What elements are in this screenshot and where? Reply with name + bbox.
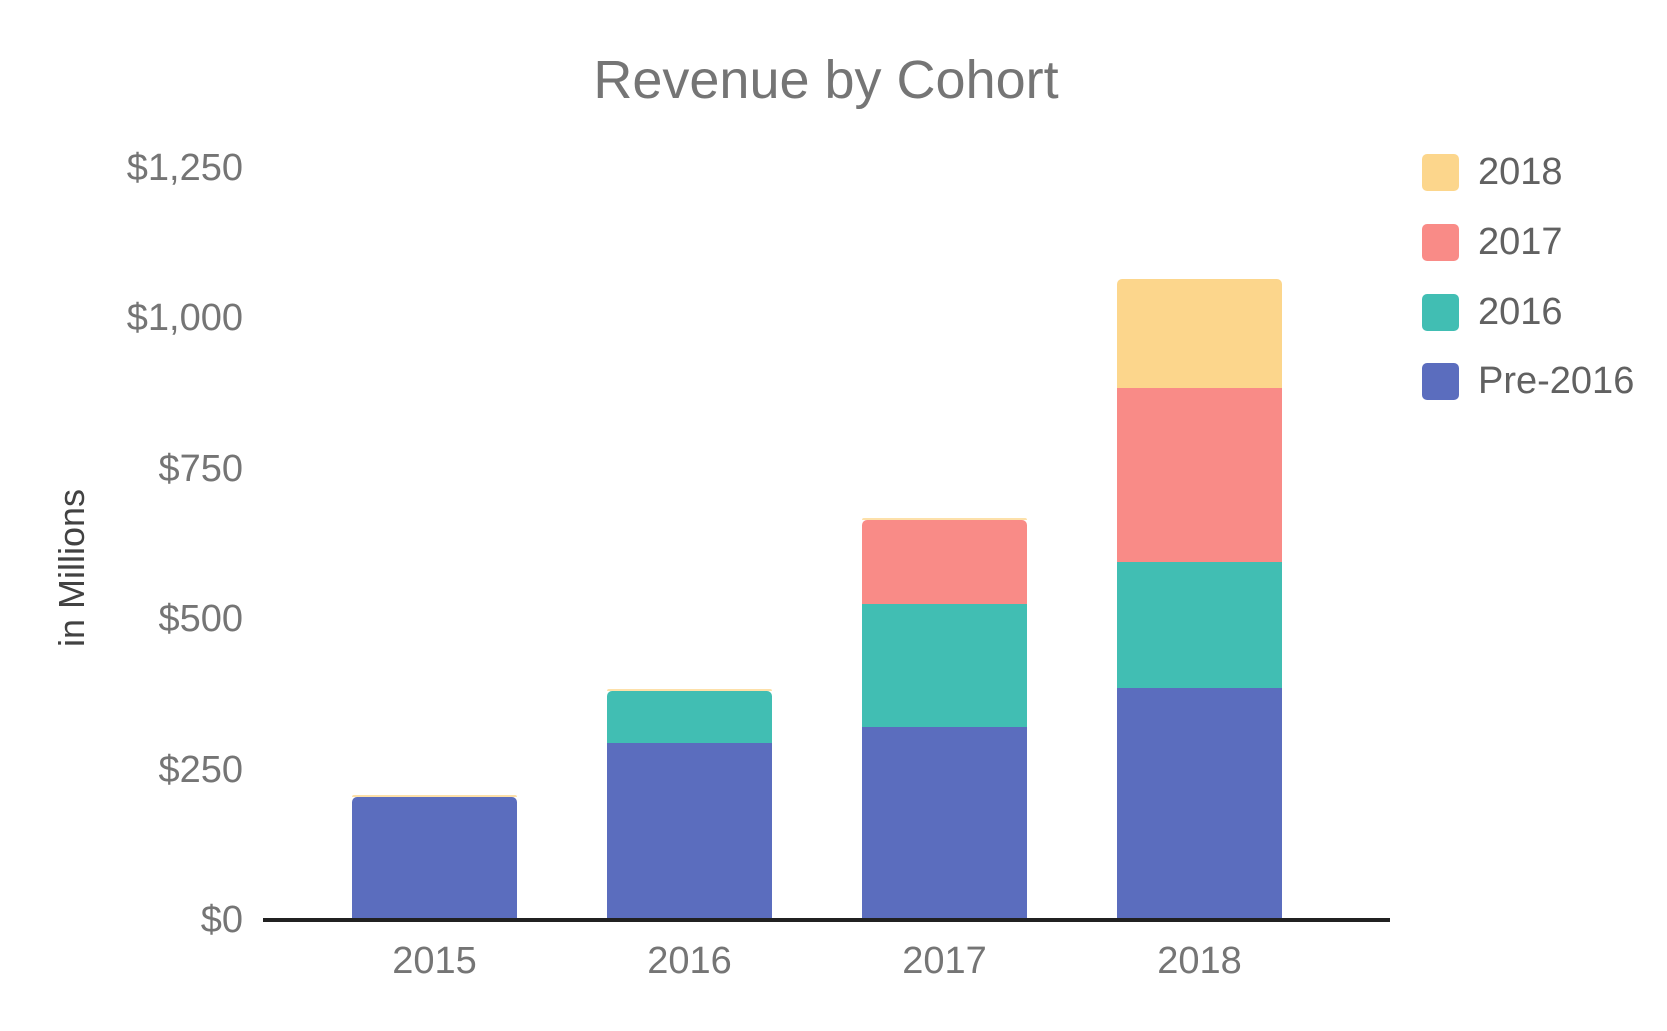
legend-item-pre-2016: Pre-2016 — [1422, 362, 1634, 400]
bar-segment-2017-2017[interactable] — [862, 519, 1027, 605]
y-tick-label-0: $0 — [200, 899, 243, 941]
y-tick-label-1250: $1,250 — [126, 147, 243, 189]
y-tick-label-750: $750 — [158, 447, 243, 490]
y-tick-label-250: $250 — [158, 748, 243, 791]
bar-segment-2018-2016[interactable] — [1117, 562, 1282, 689]
legend-item-2018: 2018 — [1422, 153, 1563, 191]
legend-swatch-2018 — [1422, 153, 1459, 191]
legend-label-2016: 2016 — [1478, 291, 1563, 333]
legend-label-2017: 2017 — [1478, 221, 1563, 263]
bar-segment-2018-pre-2016[interactable] — [1117, 688, 1282, 920]
x-tick-label-2015: 2015 — [392, 940, 477, 982]
legend-swatch-2017 — [1422, 223, 1459, 261]
bar-zero-cohort-hairline-2016 — [607, 689, 772, 692]
chart-title: Revenue by Cohort — [593, 50, 1059, 110]
bar-segment-2016-2016[interactable] — [607, 691, 772, 743]
bar-zero-cohort-hairline-2015 — [352, 794, 517, 797]
bar-segment-2016-pre-2016[interactable] — [607, 742, 772, 920]
bar-zero-cohort-hairline-2017 — [862, 517, 1027, 520]
y-tick-label-500: $500 — [158, 598, 243, 641]
legend-swatch-pre-2016 — [1422, 362, 1459, 400]
x-tick-label-2018: 2018 — [1157, 940, 1242, 982]
legend-label-pre-2016: Pre-2016 — [1478, 360, 1635, 402]
bar-segment-2018-2017[interactable] — [1117, 387, 1282, 563]
bar-segment-2017-2016[interactable] — [862, 604, 1027, 728]
bar-segment-2015-pre-2016[interactable] — [352, 796, 517, 920]
legend-swatch-2016 — [1422, 293, 1459, 331]
x-axis-line — [263, 918, 1390, 922]
y-tick-label-1000: $1,000 — [126, 297, 243, 340]
bar-segment-2018-2018[interactable] — [1117, 279, 1282, 388]
legend-item-2017: 2017 — [1422, 223, 1563, 261]
x-tick-label-2017: 2017 — [902, 940, 987, 982]
legend-label-2018: 2018 — [1478, 151, 1563, 193]
x-tick-label-2016: 2016 — [647, 940, 732, 982]
bar-segment-2017-pre-2016[interactable] — [862, 727, 1027, 920]
legend-item-2016: 2016 — [1422, 293, 1563, 331]
